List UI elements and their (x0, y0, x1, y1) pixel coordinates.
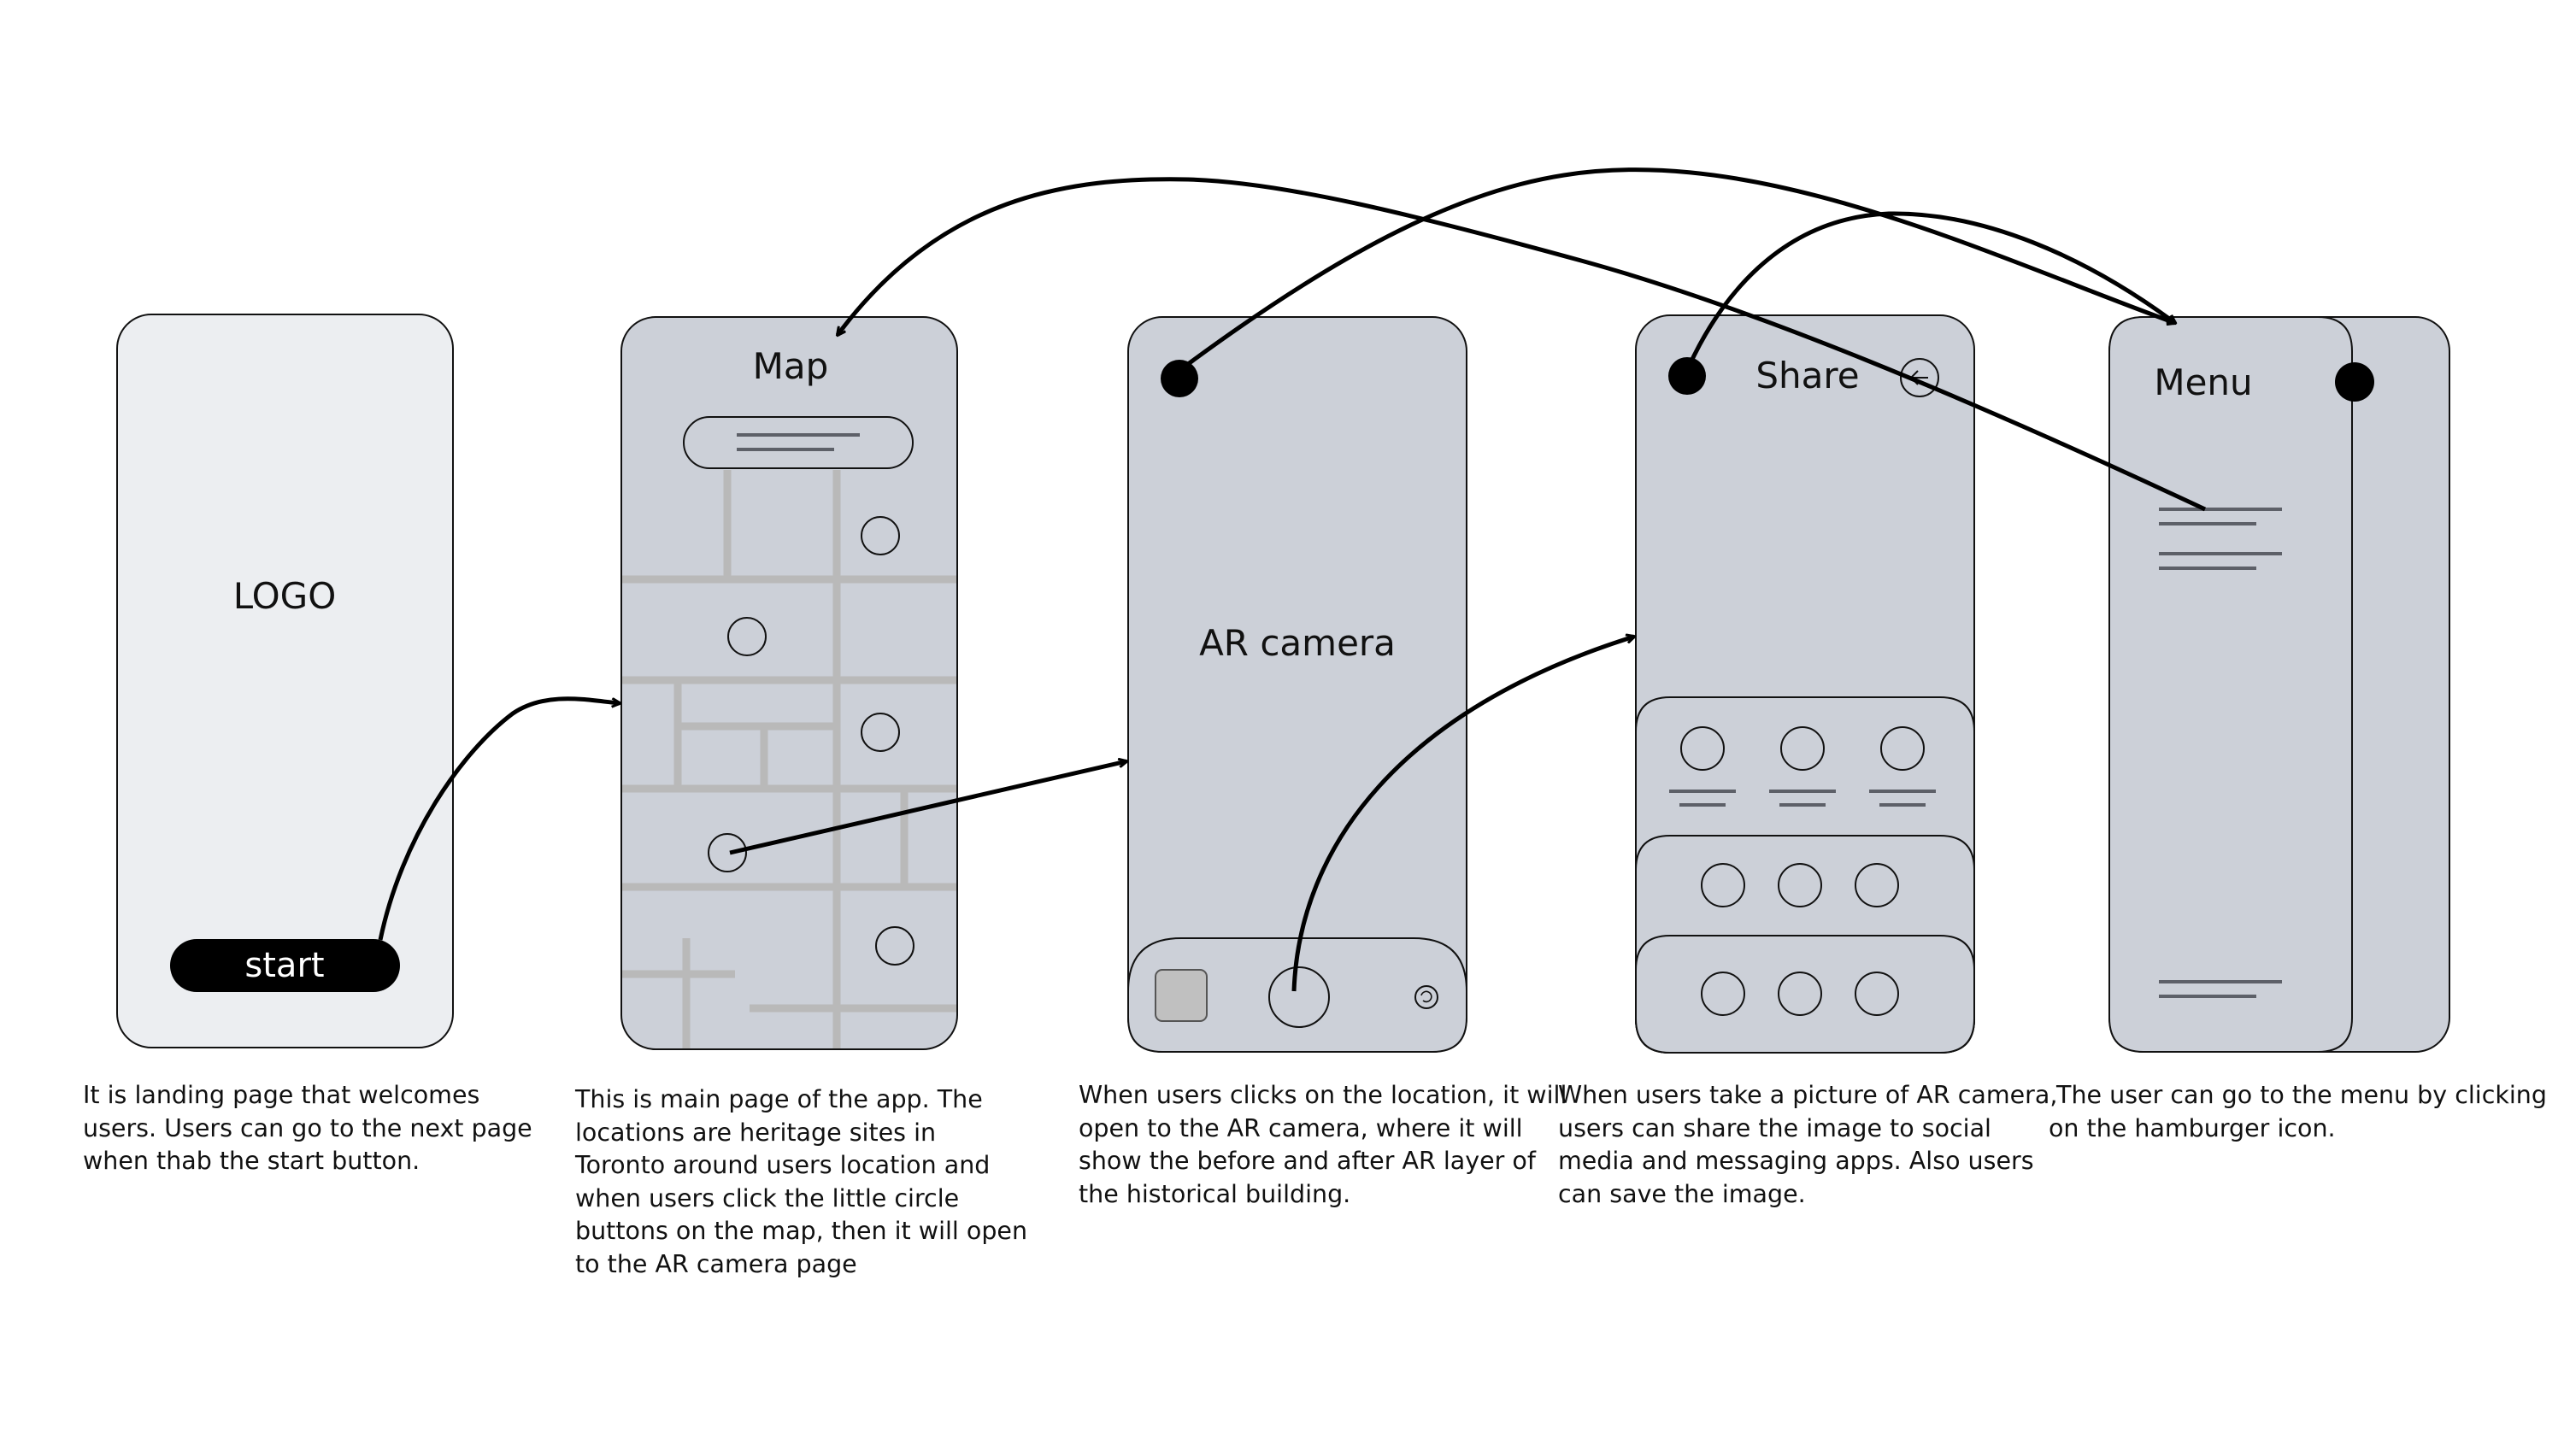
share-screen: Share (1635, 314, 1975, 1054)
start-button-label: start (244, 946, 324, 985)
arrow-share-back-to-menu (1686, 211, 2175, 368)
back-dot-icon[interactable] (1668, 357, 1706, 395)
arrow-ar-back-to-menu (1179, 167, 2175, 372)
share-app-icon[interactable] (1701, 863, 1745, 907)
caption-menu: The user can go to the menu by clicking … (2049, 1081, 2547, 1142)
arrow-start-to-map (378, 696, 620, 941)
landing-screen: LOGO start (116, 314, 454, 1048)
caption-share: When users take a picture of AR camera, … (1558, 1081, 2058, 1208)
share-app-icon[interactable] (1701, 972, 1745, 1016)
arrow-menu-to-map (838, 177, 2207, 512)
menu-drawer: Menu (2108, 316, 2353, 1053)
share-app-icon[interactable] (1855, 863, 1899, 907)
share-app-icon[interactable] (1780, 726, 1825, 771)
map-title: Map (753, 345, 829, 387)
share-app-icon[interactable] (1680, 726, 1725, 771)
arrow-shutter-to-share (1291, 637, 1634, 992)
hamburger-dot-icon[interactable] (2335, 362, 2374, 402)
map-location-pin[interactable] (861, 516, 900, 555)
share-sheet-row-3 (1635, 935, 1975, 1054)
share-title: Share (1755, 355, 1859, 396)
flow-arrows (378, 167, 2207, 992)
map-roads (621, 470, 957, 1049)
map-location-pin[interactable] (861, 713, 900, 752)
caption-landing: It is landing page that welcomes users. … (83, 1081, 532, 1175)
switch-camera-icon[interactable] (1414, 985, 1438, 1009)
map-location-pin[interactable] (708, 833, 747, 872)
map-search-bar[interactable] (683, 416, 914, 469)
arrow-pin-to-ar-camera (729, 761, 1126, 855)
gallery-thumbnail[interactable] (1155, 969, 1208, 1022)
caption-map: This is main page of the app. The locati… (575, 1085, 1028, 1278)
ar-camera-title: AR camera (1199, 622, 1396, 664)
back-dot-icon[interactable] (1161, 360, 1198, 397)
map-screen: Map (620, 316, 958, 1050)
camera-controls-bar (1127, 937, 1467, 1053)
ar-camera-screen: AR camera (1127, 316, 1467, 1053)
map-location-pin[interactable] (727, 617, 767, 656)
caption-ar-camera: When users clicks on the location, it wi… (1079, 1081, 1567, 1208)
share-app-icon[interactable] (1778, 972, 1822, 1016)
start-button[interactable]: start (170, 939, 400, 992)
menu-screen: Menu (2108, 316, 2450, 1053)
share-app-icon[interactable] (1778, 863, 1822, 907)
shutter-button[interactable] (1268, 966, 1330, 1028)
logo-text: LOGO (233, 575, 337, 617)
menu-title: Menu (2154, 361, 2252, 403)
share-app-icon[interactable] (1855, 972, 1899, 1016)
share-app-icon[interactable] (1880, 726, 1925, 771)
map-location-pin[interactable] (875, 926, 914, 966)
